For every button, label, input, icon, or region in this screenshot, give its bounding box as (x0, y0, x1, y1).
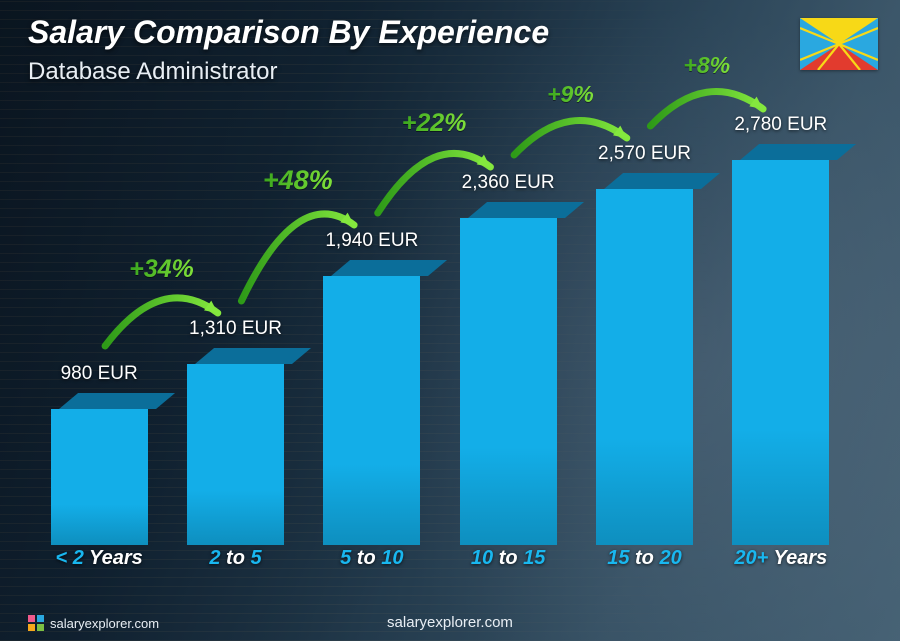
chart-title: Salary Comparison By Experience (28, 14, 549, 51)
bar-column: 2,360 EUR (449, 172, 567, 545)
bar (187, 348, 284, 545)
bar-column: 2,570 EUR (585, 143, 703, 545)
footer-text: salaryexplorer.com (0, 614, 900, 631)
country-flag-icon (800, 18, 878, 70)
bar (323, 260, 420, 545)
bars-container: 980 EUR 1,310 EUR 1,940 EUR 2,360 EUR 2,570 … (40, 100, 840, 545)
x-axis-label: 15 to 20 (585, 547, 703, 581)
chart-subtitle: Database Administrator (28, 58, 277, 86)
bar-value-label: 1,310 EUR (189, 318, 282, 340)
x-axis-labels: < 2 Years 2 to 5 5 to 10 10 to 15 15 to 20 20… (40, 547, 840, 581)
bar-column: 980 EUR (40, 363, 158, 545)
x-axis-label: 10 to 15 (449, 547, 567, 581)
bar-chart: 980 EUR 1,310 EUR 1,940 EUR 2,360 EUR 2,570 … (40, 100, 840, 581)
bar-value-label: 1,940 EUR (325, 230, 418, 252)
bar-column: 2,780 EUR (722, 114, 840, 545)
infographic-stage: Salary Comparison By Experience Database… (0, 0, 900, 641)
bar-value-label: 2,570 EUR (598, 143, 691, 165)
bar (460, 202, 557, 545)
bar-column: 1,310 EUR (176, 318, 294, 545)
bar-value-label: 2,360 EUR (462, 172, 555, 194)
x-axis-label: < 2 Years (40, 547, 158, 581)
bar-value-label: 2,780 EUR (734, 114, 827, 136)
bar (732, 144, 829, 545)
x-axis-label: 2 to 5 (176, 547, 294, 581)
bar (51, 393, 148, 545)
x-axis-label: 5 to 10 (313, 547, 431, 581)
bar-value-label: 980 EUR (61, 363, 138, 385)
bar (596, 173, 693, 545)
bar-column: 1,940 EUR (313, 230, 431, 545)
x-axis-label: 20+ Years (722, 547, 840, 581)
